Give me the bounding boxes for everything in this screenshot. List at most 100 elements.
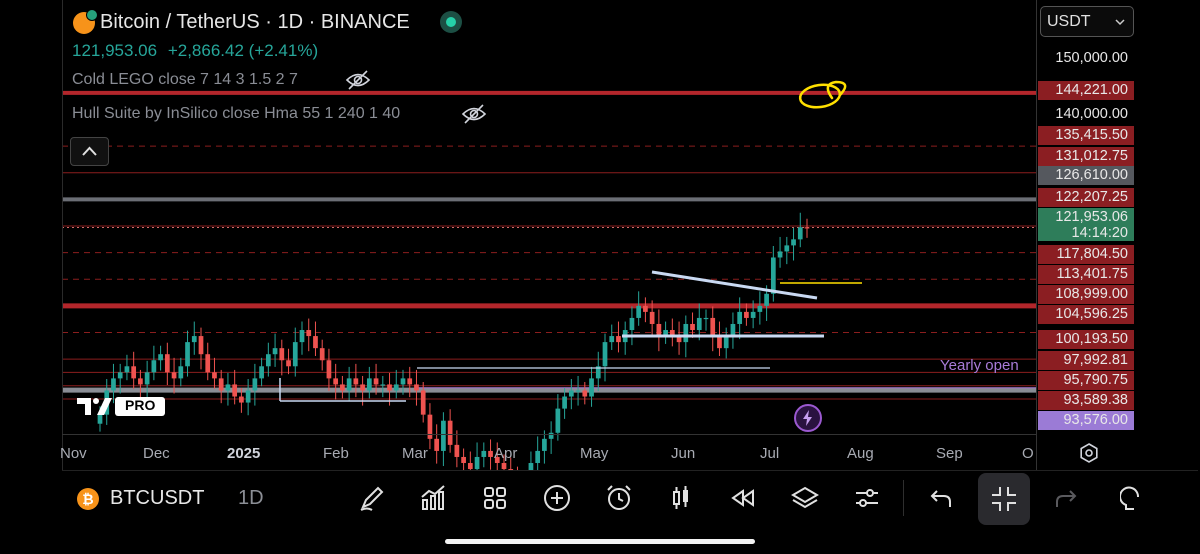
candle-body bbox=[750, 311, 756, 318]
candle-body bbox=[501, 463, 507, 470]
candle-body bbox=[575, 390, 581, 392]
lightning-icon[interactable] bbox=[794, 404, 822, 432]
price-change: +2,866.42 (+2.41%) bbox=[167, 41, 319, 60]
indicator-label: Cold LEGO close 7 14 3 1.5 2 7 bbox=[72, 71, 298, 88]
layers-icon[interactable] bbox=[790, 483, 820, 513]
candle-body bbox=[488, 450, 493, 457]
candle-body bbox=[245, 390, 251, 403]
candle-body bbox=[414, 384, 419, 391]
candle-body bbox=[494, 456, 500, 464]
time-axis-label: Jun bbox=[671, 445, 696, 462]
candle-body bbox=[151, 360, 157, 373]
price-level-label: 93,589.38 bbox=[1038, 391, 1134, 410]
candle-body bbox=[791, 239, 796, 246]
eye-hidden-icon[interactable] bbox=[345, 69, 371, 91]
price-chart[interactable] bbox=[62, 0, 1198, 470]
btc-logo-icon: ₿ bbox=[77, 488, 99, 510]
candle-body bbox=[467, 463, 473, 470]
candle-body bbox=[198, 336, 204, 355]
candle-body bbox=[319, 348, 325, 361]
time-axis-label: Jul bbox=[760, 445, 780, 462]
candle-body bbox=[346, 378, 352, 391]
candle-body bbox=[447, 420, 453, 445]
price-level-label: 104,596.25 bbox=[1038, 305, 1134, 324]
candle-body bbox=[158, 354, 163, 361]
indicator-cold-lego[interactable]: Cold LEGO close 7 14 3 1.5 2 7 bbox=[72, 71, 298, 89]
candle-body bbox=[764, 293, 769, 306]
candle-body bbox=[555, 408, 561, 433]
candle-body bbox=[595, 366, 601, 379]
candle-body bbox=[636, 305, 642, 318]
alert-clock-icon[interactable] bbox=[604, 483, 634, 513]
candle-body bbox=[777, 251, 783, 258]
candle-body bbox=[252, 378, 258, 391]
candle-body bbox=[279, 348, 285, 361]
pen-icon[interactable] bbox=[357, 483, 387, 513]
candle-body bbox=[111, 378, 116, 391]
undo-icon[interactable] bbox=[926, 483, 956, 513]
price-level-label: 126,610.00 bbox=[1038, 166, 1134, 185]
candle-body bbox=[481, 450, 487, 457]
candle-body bbox=[676, 336, 682, 343]
yearly-open-label: Yearly open bbox=[940, 357, 1019, 374]
layout-icon[interactable] bbox=[480, 483, 510, 513]
candle-body bbox=[474, 456, 480, 470]
chart-settings-icon[interactable] bbox=[1077, 441, 1101, 465]
settings-sliders-icon[interactable] bbox=[852, 483, 882, 513]
candle-body bbox=[562, 396, 567, 409]
toolbar-divider bbox=[62, 470, 1198, 471]
candle-body bbox=[454, 444, 460, 457]
redo-icon[interactable] bbox=[1051, 483, 1081, 513]
candle-body bbox=[602, 342, 608, 367]
candle-body bbox=[757, 305, 763, 312]
candle-body bbox=[340, 384, 345, 391]
price-level-label: 113,401.75 bbox=[1038, 265, 1134, 284]
eye-hidden-icon[interactable] bbox=[461, 103, 487, 125]
collapse-legend-button[interactable] bbox=[70, 137, 109, 166]
candle-body bbox=[420, 390, 426, 415]
candle-body bbox=[690, 323, 695, 331]
indicator-hull-suite[interactable]: Hull Suite by InSilico close Hma 55 1 24… bbox=[72, 105, 400, 123]
time-axis-label: May bbox=[580, 445, 609, 462]
candle-body bbox=[717, 336, 722, 349]
time-axis-label: O bbox=[1022, 445, 1034, 462]
candle-body bbox=[804, 227, 810, 229]
time-axis-label: 2025 bbox=[227, 445, 261, 462]
candle-body bbox=[205, 354, 211, 373]
candle-body bbox=[649, 311, 655, 324]
symbol-search-button[interactable]: BTCUSDT bbox=[110, 487, 205, 509]
chart-pane[interactable] bbox=[62, 0, 1198, 554]
price-level-label: 95,790.75 bbox=[1038, 371, 1134, 390]
last-price: 121,953.06 bbox=[72, 41, 158, 60]
market-status-icon[interactable] bbox=[440, 11, 462, 33]
candle-body bbox=[797, 227, 803, 240]
indicators-icon[interactable] bbox=[418, 483, 448, 513]
candle-body bbox=[535, 450, 541, 464]
interval-button[interactable]: 1D bbox=[238, 487, 264, 509]
candle-body bbox=[730, 323, 736, 337]
yellow-target-drawing bbox=[826, 80, 847, 100]
candle-body bbox=[124, 366, 130, 373]
candle-body bbox=[366, 378, 372, 391]
last-price-label: 121,953.06 bbox=[1038, 208, 1134, 227]
candle-body bbox=[131, 366, 137, 379]
candle-body bbox=[212, 372, 217, 379]
candle-body bbox=[407, 378, 413, 385]
candle-body bbox=[353, 378, 359, 385]
candle-body bbox=[461, 456, 466, 464]
candle-body bbox=[265, 354, 271, 367]
candle-body bbox=[434, 438, 440, 451]
plus-icon[interactable] bbox=[542, 483, 572, 513]
candle-type-icon[interactable] bbox=[666, 483, 696, 513]
candle-body bbox=[508, 469, 514, 470]
time-axis-label: Mar bbox=[402, 445, 428, 462]
time-axis-label: Dec bbox=[143, 445, 170, 462]
candle-body bbox=[259, 366, 264, 379]
bulb-icon[interactable] bbox=[1120, 483, 1140, 513]
chevron-up-icon bbox=[82, 146, 97, 156]
time-axis-label: Aug bbox=[847, 445, 874, 462]
time-axis-label: Apr bbox=[494, 445, 518, 462]
currency-select[interactable]: USDT bbox=[1040, 6, 1134, 37]
collapse-button[interactable] bbox=[978, 473, 1030, 525]
replay-icon[interactable] bbox=[728, 483, 758, 513]
